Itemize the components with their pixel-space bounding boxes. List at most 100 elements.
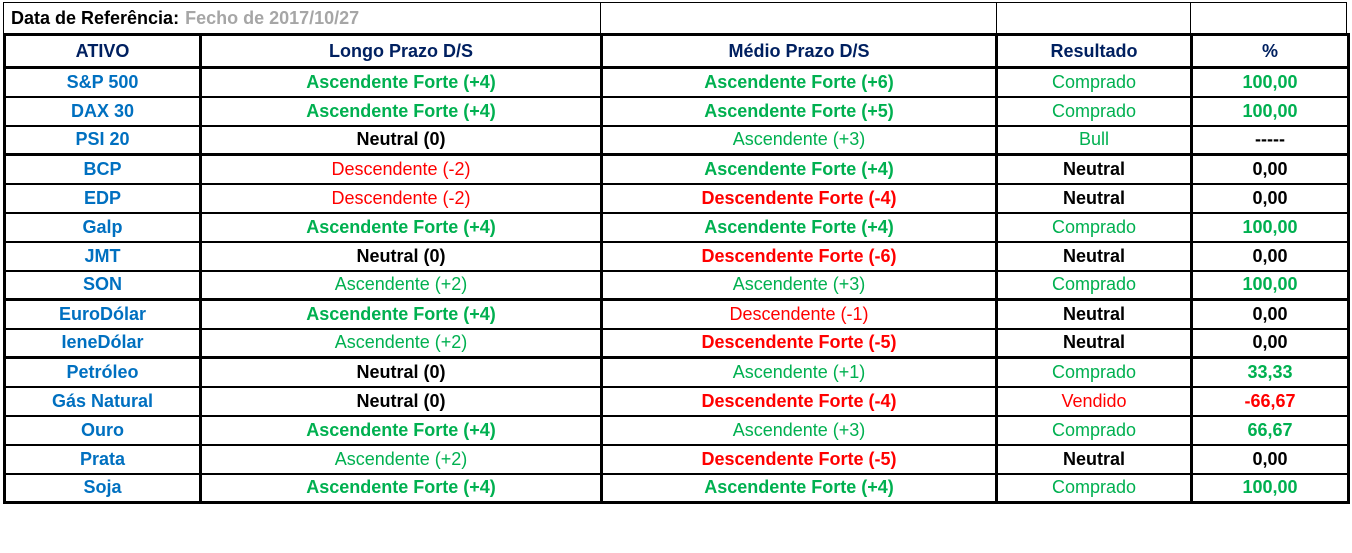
spreadsheet: Data de Referência: Fecho de 2017/10/27 …	[3, 2, 1350, 504]
longo-prazo-cell[interactable]: Neutral (0)	[199, 124, 603, 156]
resultado-cell[interactable]: Comprado	[995, 211, 1193, 243]
table-row: Petróleo Neutral (0) Ascendente (+1) Compra…	[3, 356, 1350, 388]
medio-prazo-cell[interactable]: Descendente Forte (-5)	[600, 443, 998, 475]
pct-cell[interactable]: 100,00	[1190, 211, 1350, 243]
pct-cell[interactable]: 66,67	[1190, 414, 1350, 446]
longo-prazo-cell[interactable]: Ascendente Forte (+4)	[199, 298, 603, 330]
resultado-cell[interactable]: Neutral	[995, 153, 1193, 185]
ativo-cell[interactable]: DAX 30	[3, 95, 202, 127]
resultado-cell[interactable]: Comprado	[995, 66, 1193, 98]
pct-cell[interactable]: 0,00	[1190, 240, 1350, 272]
medio-prazo-cell[interactable]: Ascendente Forte (+4)	[600, 472, 998, 504]
longo-prazo-cell[interactable]: Ascendente Forte (+4)	[199, 414, 603, 446]
longo-prazo-cell[interactable]: Descendente (-2)	[199, 182, 603, 214]
table-row: Prata Ascendente (+2) Descendente Forte (-…	[3, 443, 1350, 475]
pct-cell[interactable]: 0,00	[1190, 298, 1350, 330]
medio-prazo-cell[interactable]: Descendente Forte (-4)	[600, 385, 998, 417]
ativo-cell[interactable]: S&P 500	[3, 66, 202, 98]
longo-prazo-cell[interactable]: Ascendente (+2)	[199, 269, 603, 301]
resultado-cell[interactable]: Comprado	[995, 472, 1193, 504]
empty-cell[interactable]	[601, 3, 997, 33]
ativo-cell[interactable]: Galp	[3, 211, 202, 243]
pct-cell[interactable]: 33,33	[1190, 356, 1350, 388]
resultado-cell[interactable]: Comprado	[995, 269, 1193, 301]
ativo-cell[interactable]: IeneDólar	[3, 327, 202, 359]
medio-prazo-cell[interactable]: Ascendente (+1)	[600, 356, 998, 388]
medio-prazo-cell[interactable]: Ascendente (+3)	[600, 414, 998, 446]
longo-prazo-cell[interactable]: Ascendente Forte (+4)	[199, 66, 603, 98]
pct-cell[interactable]: -66,67	[1190, 385, 1350, 417]
longo-prazo-cell[interactable]: Ascendente Forte (+4)	[199, 472, 603, 504]
table-row: BCP Descendente (-2) Ascendente Forte (+4)…	[3, 153, 1350, 185]
longo-prazo-cell[interactable]: Ascendente Forte (+4)	[199, 95, 603, 127]
table-row: Gás Natural Neutral (0) Descendente Forte …	[3, 385, 1350, 417]
longo-prazo-cell[interactable]: Ascendente (+2)	[199, 327, 603, 359]
ativo-cell[interactable]: EuroDólar	[3, 298, 202, 330]
table-row: IeneDólar Ascendente (+2) Descendente Fort…	[3, 327, 1350, 359]
table-row: Soja Ascendente Forte (+4) Ascendente Fort…	[3, 472, 1350, 504]
pct-cell[interactable]: 100,00	[1190, 269, 1350, 301]
longo-prazo-cell[interactable]: Neutral (0)	[199, 240, 603, 272]
pct-cell[interactable]: 100,00	[1190, 472, 1350, 504]
reference-row: Data de Referência: Fecho de 2017/10/27	[3, 2, 1347, 33]
header-ativo[interactable]: ATIVO	[3, 33, 202, 69]
reference-label: Data de Referência:	[11, 7, 180, 28]
pct-cell[interactable]: 0,00	[1190, 182, 1350, 214]
resultado-cell[interactable]: Neutral	[995, 443, 1193, 475]
ativo-cell[interactable]: Ouro	[3, 414, 202, 446]
resultado-cell[interactable]: Bull	[995, 124, 1193, 156]
table-row: DAX 30 Ascendente Forte (+4) Ascendente Fo…	[3, 95, 1350, 127]
resultado-cell[interactable]: Neutral	[995, 182, 1193, 214]
pct-cell[interactable]: 0,00	[1190, 443, 1350, 475]
pct-cell[interactable]: 0,00	[1190, 153, 1350, 185]
table-row: SON Ascendente (+2) Ascendente (+3) Comprad…	[3, 269, 1350, 301]
medio-prazo-cell[interactable]: Ascendente (+3)	[600, 269, 998, 301]
resultado-cell[interactable]: Comprado	[995, 95, 1193, 127]
header-longo-prazo[interactable]: Longo Prazo D/S	[199, 33, 603, 69]
medio-prazo-cell[interactable]: Ascendente Forte (+4)	[600, 211, 998, 243]
table-row: EuroDólar Ascendente Forte (+4) Descendent…	[3, 298, 1350, 330]
resultado-cell[interactable]: Neutral	[995, 240, 1193, 272]
medio-prazo-cell[interactable]: Descendente (-1)	[600, 298, 998, 330]
ativo-cell[interactable]: EDP	[3, 182, 202, 214]
medio-prazo-cell[interactable]: Descendente Forte (-6)	[600, 240, 998, 272]
resultado-cell[interactable]: Neutral	[995, 327, 1193, 359]
ativo-cell[interactable]: SON	[3, 269, 202, 301]
table-row: S&P 500 Ascendente Forte (+4) Ascendente F…	[3, 66, 1350, 98]
longo-prazo-cell[interactable]: Descendente (-2)	[199, 153, 603, 185]
medio-prazo-cell[interactable]: Ascendente Forte (+4)	[600, 153, 998, 185]
header-row: ATIVO Longo Prazo D/S Médio Prazo D/S Re…	[3, 33, 1350, 69]
resultado-cell[interactable]: Comprado	[995, 414, 1193, 446]
ativo-cell[interactable]: Gás Natural	[3, 385, 202, 417]
ativo-cell[interactable]: Prata	[3, 443, 202, 475]
pct-cell[interactable]: 100,00	[1190, 66, 1350, 98]
table-row: Galp Ascendente Forte (+4) Ascendente Fort…	[3, 211, 1350, 243]
pct-cell[interactable]: -----	[1190, 124, 1350, 156]
medio-prazo-cell[interactable]: Ascendente Forte (+5)	[600, 95, 998, 127]
empty-cell[interactable]	[996, 3, 1192, 33]
ativo-cell[interactable]: BCP	[3, 153, 202, 185]
ativo-cell[interactable]: Soja	[3, 472, 202, 504]
reference-cell[interactable]: Data de Referência: Fecho de 2017/10/27	[4, 3, 602, 33]
medio-prazo-cell[interactable]: Descendente Forte (-5)	[600, 327, 998, 359]
medio-prazo-cell[interactable]: Descendente Forte (-4)	[600, 182, 998, 214]
longo-prazo-cell[interactable]: Neutral (0)	[199, 356, 603, 388]
resultado-cell[interactable]: Neutral	[995, 298, 1193, 330]
ativo-cell[interactable]: JMT	[3, 240, 202, 272]
medio-prazo-cell[interactable]: Ascendente (+3)	[600, 124, 998, 156]
medio-prazo-cell[interactable]: Ascendente Forte (+6)	[600, 66, 998, 98]
pct-cell[interactable]: 0,00	[1190, 327, 1350, 359]
ativo-cell[interactable]: Petróleo	[3, 356, 202, 388]
pct-cell[interactable]: 100,00	[1190, 95, 1350, 127]
longo-prazo-cell[interactable]: Neutral (0)	[199, 385, 603, 417]
resultado-cell[interactable]: Vendido	[995, 385, 1193, 417]
ativo-cell[interactable]: PSI 20	[3, 124, 202, 156]
longo-prazo-cell[interactable]: Ascendente (+2)	[199, 443, 603, 475]
resultado-cell[interactable]: Comprado	[995, 356, 1193, 388]
table-row: Ouro Ascendente Forte (+4) Ascendente (+3)…	[3, 414, 1350, 446]
header-resultado[interactable]: Resultado	[995, 33, 1193, 69]
empty-cell[interactable]	[1191, 3, 1346, 33]
header-medio-prazo[interactable]: Médio Prazo D/S	[600, 33, 998, 69]
longo-prazo-cell[interactable]: Ascendente Forte (+4)	[199, 211, 603, 243]
header-pct[interactable]: %	[1190, 33, 1350, 69]
